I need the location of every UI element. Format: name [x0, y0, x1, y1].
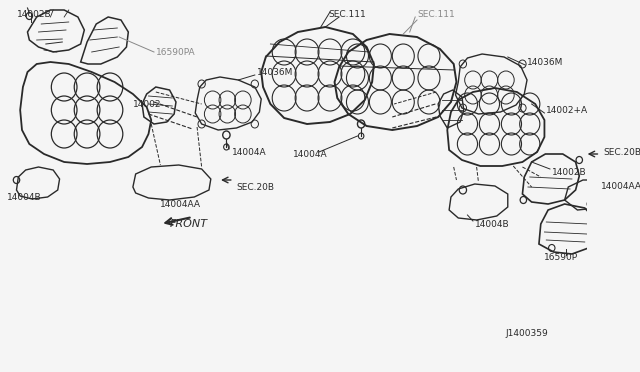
Text: 14004B: 14004B [7, 192, 42, 202]
Text: FRONT: FRONT [170, 219, 207, 229]
Text: 14002+A: 14002+A [547, 106, 588, 115]
Text: 14036M: 14036M [257, 67, 293, 77]
Text: 14004A: 14004A [232, 148, 266, 157]
Text: 14004B: 14004B [475, 219, 509, 228]
Text: SEC.20B: SEC.20B [603, 148, 640, 157]
Text: 14036M: 14036M [527, 58, 563, 67]
Text: 14002: 14002 [133, 99, 161, 109]
Text: SEC.111: SEC.111 [328, 10, 366, 19]
Text: 14004A: 14004A [293, 150, 328, 158]
Text: 14004AA: 14004AA [601, 182, 640, 190]
Text: 16590PA: 16590PA [156, 48, 195, 57]
Text: 14004AA: 14004AA [161, 199, 202, 208]
Text: 16590P: 16590P [545, 253, 579, 263]
Text: J1400359: J1400359 [506, 330, 548, 339]
Text: SEC.111: SEC.111 [417, 10, 455, 19]
Text: 14002B: 14002B [17, 10, 51, 19]
Text: SEC.20B: SEC.20B [236, 183, 275, 192]
Text: 14002B: 14002B [552, 167, 586, 176]
